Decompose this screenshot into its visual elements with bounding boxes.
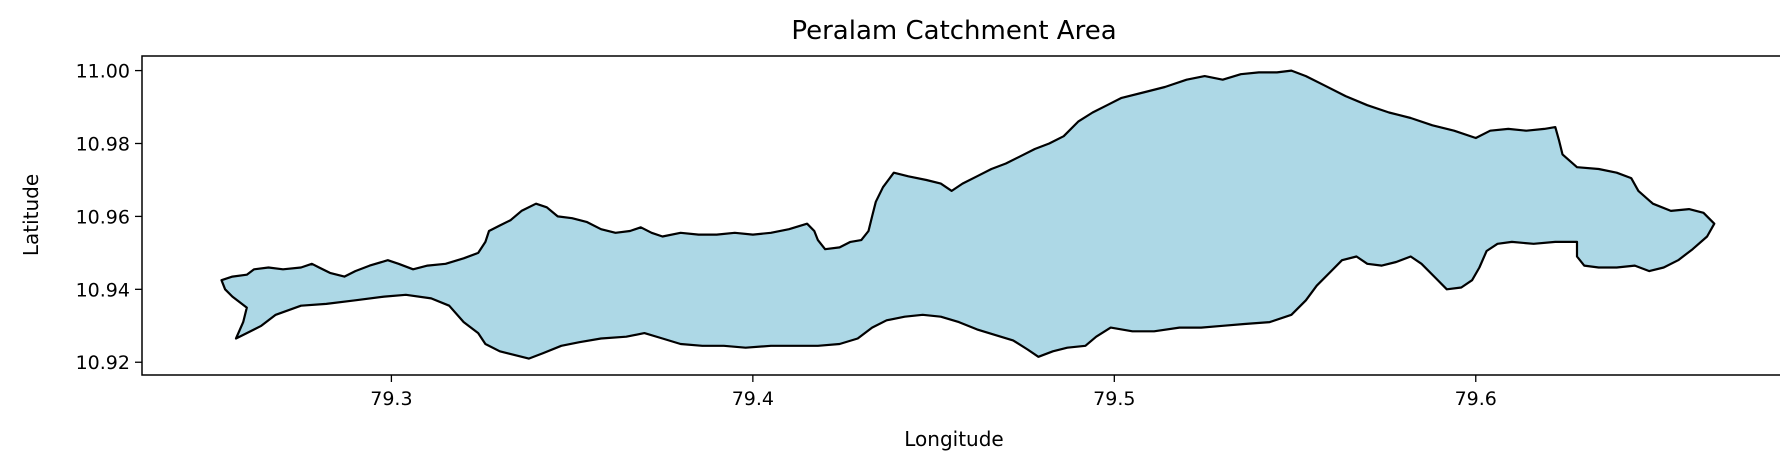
catchment-polygon <box>220 69 1716 360</box>
y-tick-label: 11.00 <box>76 61 130 83</box>
y-tick-label: 10.94 <box>76 279 130 301</box>
y-axis: 10.92 10.94 10.96 10.98 11.00 <box>76 61 142 374</box>
y-tick-label: 10.92 <box>76 352 130 374</box>
y-tick-label: 10.98 <box>76 133 130 155</box>
y-axis-label: Latitude <box>19 174 43 256</box>
x-tick-label: 79.5 <box>1093 388 1135 410</box>
x-axis-label: Longitude <box>904 427 1003 451</box>
x-tick-label: 79.6 <box>1455 388 1497 410</box>
plot-frame <box>141 55 1780 376</box>
chart-title: Peralam Catchment Area <box>791 16 1116 46</box>
x-axis: 79.3 79.4 79.5 79.6 <box>370 375 1497 410</box>
plot-area <box>141 55 1780 376</box>
x-tick-label: 79.4 <box>732 388 774 410</box>
y-tick-label: 10.96 <box>76 206 130 228</box>
x-tick-label: 79.3 <box>370 388 412 410</box>
